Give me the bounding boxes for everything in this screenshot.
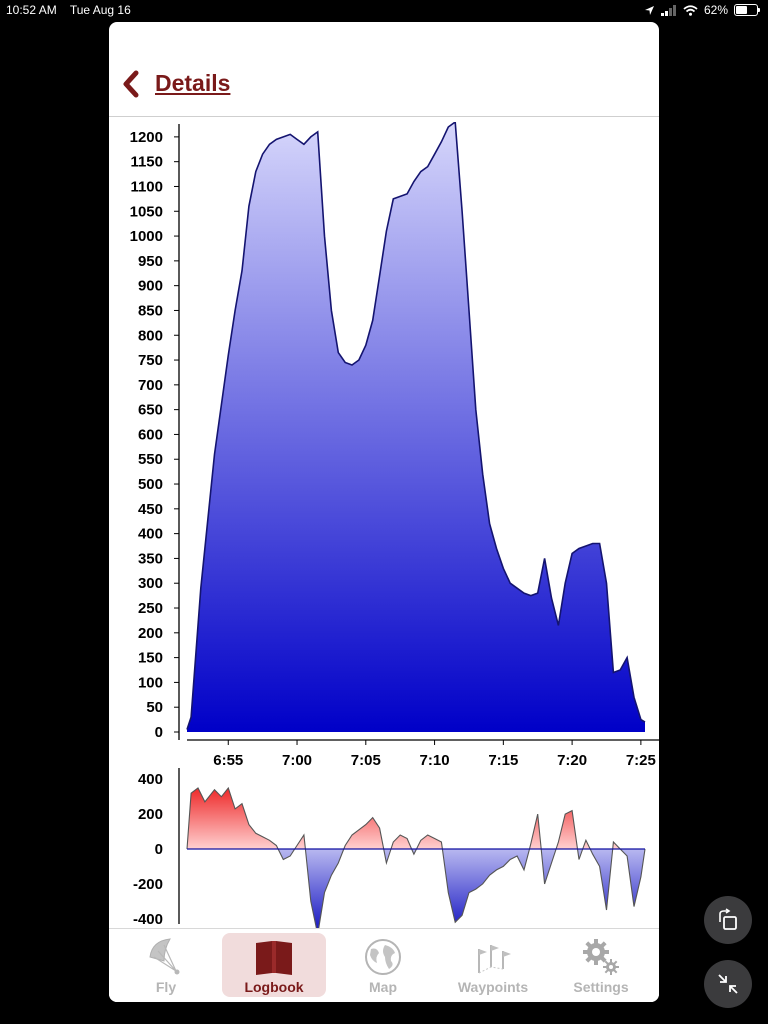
y-tick-label: 400 <box>138 771 163 788</box>
details-panel: Details 0 50 100 150 200 250 300 350 400 450 500 55… <box>109 22 659 1002</box>
tab-fly[interactable]: Fly <box>114 933 218 997</box>
y-tick-label: 600 <box>138 426 163 443</box>
battery-icon <box>734 4 760 16</box>
gear-icon <box>583 939 619 975</box>
y-tick-label: 300 <box>138 575 163 592</box>
x-tick-label: 6:55 <box>213 752 243 769</box>
y-tick-label: 900 <box>138 278 163 295</box>
y-tick-label: -200 <box>133 876 163 893</box>
y-tick-label: 800 <box>138 327 163 344</box>
x-tick-label: 7:15 <box>488 752 518 769</box>
waypoints-flags-icon <box>478 945 511 974</box>
back-chevron-icon[interactable] <box>119 68 143 100</box>
y-tick-label: -400 <box>133 911 163 928</box>
rotate-button[interactable] <box>704 896 752 944</box>
vertical-speed-chart: 400 200 0 -200 -400 <box>133 768 646 928</box>
location-icon <box>644 5 654 15</box>
collapse-button[interactable] <box>704 960 752 1008</box>
tab-label: Map <box>369 979 397 995</box>
x-tick-label: 7:05 <box>351 752 381 769</box>
y-tick-label: 750 <box>138 352 163 369</box>
nav-header: Details <box>109 22 659 117</box>
y-tick-label: 500 <box>138 476 163 493</box>
climb-area <box>187 788 645 849</box>
status-date: Tue Aug 16 <box>69 3 131 17</box>
wifi-icon <box>683 4 698 16</box>
x-tick-label: 7:25 <box>626 752 656 769</box>
y-tick-label: 100 <box>138 674 163 691</box>
tab-label: Logbook <box>244 979 304 995</box>
rotate-icon <box>719 908 737 930</box>
y-tick-label: 1050 <box>130 203 163 220</box>
y-tick-label: 0 <box>155 841 163 858</box>
battery-percent: 62% <box>703 3 728 17</box>
tab-label: Settings <box>573 979 629 995</box>
y-tick-label: 250 <box>138 600 163 617</box>
y-tick-label: 1200 <box>130 129 163 146</box>
sink-area <box>187 849 645 928</box>
altitude-area <box>187 122 645 732</box>
y-tick-label: 200 <box>138 625 163 642</box>
tab-label: Waypoints <box>457 979 529 995</box>
y-tick-label: 0 <box>155 724 163 741</box>
y-tick-label: 400 <box>138 526 163 543</box>
y-tick-label: 850 <box>138 302 163 319</box>
y-tick-label: 550 <box>138 451 163 468</box>
x-tick-label: 7:10 <box>420 752 450 769</box>
status-bar: 10:52 AM Tue Aug 16 62% <box>0 0 768 20</box>
x-tick-label: 7:00 <box>282 752 312 769</box>
globe-icon <box>365 939 401 975</box>
altitude-chart: 0 50 100 150 200 250 300 350 400 450 500 550 600 650 7… <box>130 122 659 769</box>
x-tick-label: 7:20 <box>557 752 587 769</box>
status-time: 10:52 AM <box>6 3 57 17</box>
y-tick-label: 50 <box>146 699 163 716</box>
y-tick-label: 950 <box>138 253 163 270</box>
tab-bar: Fly Logbook Map Waypoints <box>109 928 659 1002</box>
y-tick-label: 700 <box>138 377 163 394</box>
tab-logbook[interactable]: Logbook <box>222 933 326 997</box>
y-tick-label: 1150 <box>130 154 163 171</box>
page-title[interactable]: Details <box>155 70 231 96</box>
y-tick-label: 150 <box>138 650 163 667</box>
tab-map[interactable]: Map <box>331 933 435 997</box>
y-tick-label: 450 <box>138 501 163 518</box>
y-tick-label: 1100 <box>130 178 163 195</box>
paraglider-icon <box>149 938 180 975</box>
y-tick-label: 650 <box>138 402 163 419</box>
tab-waypoints[interactable]: Waypoints <box>441 933 545 997</box>
altitude-line <box>186 122 646 730</box>
collapse-arrows-icon <box>718 974 738 994</box>
tab-settings[interactable]: Settings <box>549 933 653 997</box>
logbook-icon <box>256 941 292 975</box>
cellular-signal-icon <box>660 4 676 16</box>
tab-label: Fly <box>155 979 177 995</box>
y-tick-label: 1000 <box>130 228 163 245</box>
vario-line <box>186 786 646 928</box>
y-tick-label: 350 <box>138 550 163 567</box>
y-tick-label: 200 <box>138 806 163 823</box>
